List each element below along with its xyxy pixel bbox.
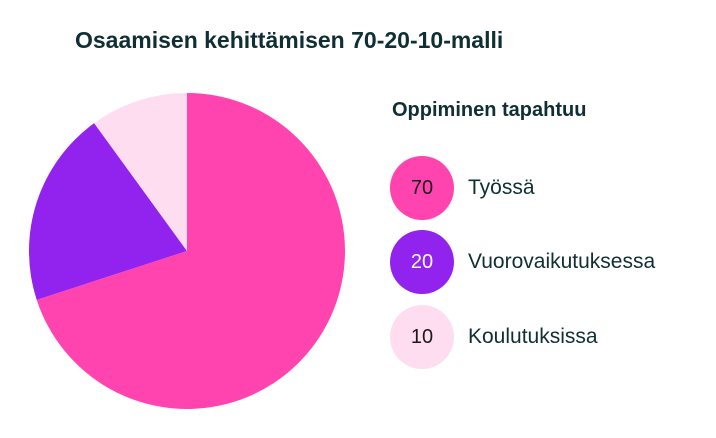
legend-swatch-vuorovaikutuksessa: 20 <box>390 230 454 294</box>
legend-title: Oppiminen tapahtuu <box>392 99 587 121</box>
chart-title: Osaamisen kehittämisen 70-20-10-malli <box>75 27 504 53</box>
legend-item-koulutuksissa: 10 Koulutuksissa <box>390 305 598 369</box>
pie-slice-3 <box>94 93 187 251</box>
legend-label-tyossa: Työssä <box>468 176 535 199</box>
legend-label-vuorovaikutuksessa: Vuorovaikutuksessa <box>468 250 656 273</box>
legend-value-koulutuksissa: 10 <box>410 325 434 348</box>
legend-item-vuorovaikutuksessa: 20 Vuorovaikutuksessa <box>390 230 655 294</box>
legend-value-vuorovaikutuksessa: 20 <box>410 250 434 273</box>
legend-swatch-koulutuksissa: 10 <box>390 305 454 369</box>
pie-slice-1 <box>36 93 346 409</box>
legend-swatch-tyossa: 70 <box>390 156 454 220</box>
legend-value-tyossa: 70 <box>410 176 434 199</box>
pie-slice-2 <box>28 123 187 300</box>
legend-item-tyossa: 70 Työssä <box>390 156 535 220</box>
legend-label-koulutuksissa: Koulutuksissa <box>468 325 598 348</box>
